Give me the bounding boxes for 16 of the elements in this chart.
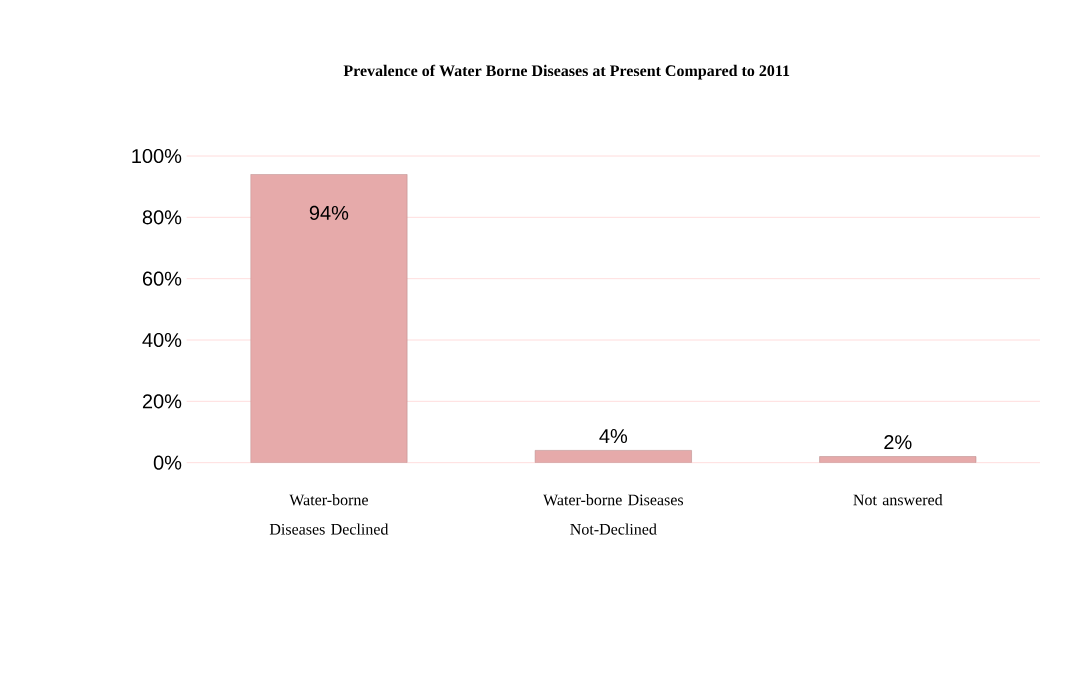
x-tick-label: Water-borne Diseases Declined [269,494,389,535]
data-label: 94% [309,205,349,220]
y-tick-label: 100% [132,148,182,164]
data-label: 2% [884,435,912,450]
y-tick-label: 80% [142,210,182,225]
y-tick-label: 20% [142,394,182,409]
x-tick-label: Water-borne Diseases Not-Declined [543,494,684,535]
bar [534,450,692,463]
bar [250,174,408,463]
y-tick-label: 40% [142,332,182,348]
bar [819,456,977,463]
x-tick-label: Not answered [853,494,943,506]
y-tick-label: 0% [153,455,182,470]
chart-title: Prevalence of Water Borne Diseases at Present Compared to 2011 [343,64,790,80]
y-tick-label: 60% [142,271,182,286]
data-label: 4% [599,429,628,444]
